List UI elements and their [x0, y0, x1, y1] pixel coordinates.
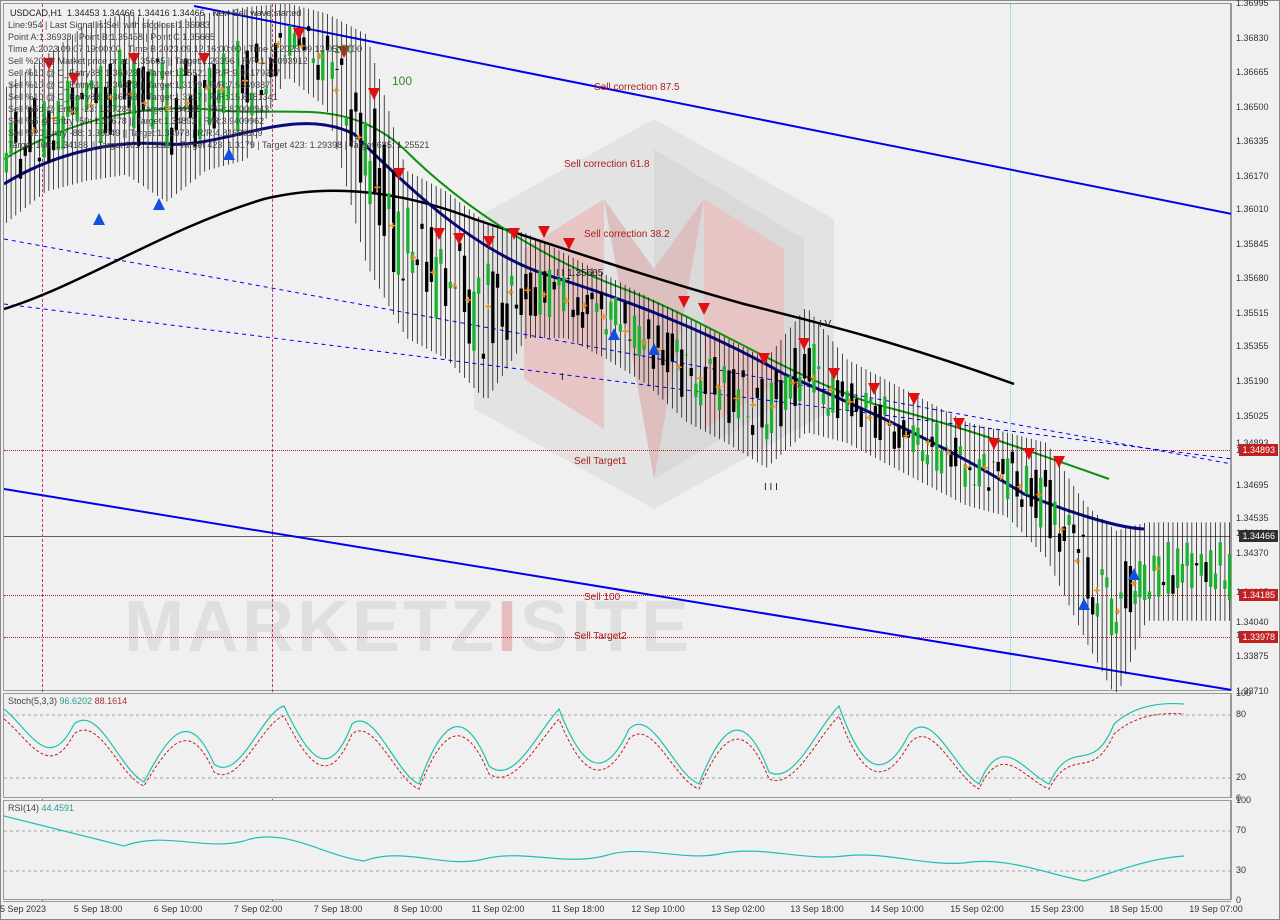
annotation-label: Sell correction 61.8 [564, 159, 650, 170]
y-tick: 1.36335 [1236, 136, 1269, 146]
annotation-label: 100 [392, 74, 412, 88]
price-tag: 1.34185 [1239, 589, 1278, 601]
y-tick: 1.36995 [1236, 0, 1269, 8]
annotation-label: I I I [764, 482, 778, 493]
annotation-label: S [794, 379, 800, 389]
x-tick: 7 Sep 02:00 [234, 904, 283, 914]
x-tick: 15 Sep 23:00 [1030, 904, 1084, 914]
symbol-header: USDCAD,H1 1.34453 1.34466 1.34416 1.3446… [10, 8, 301, 18]
y-tick: 1.35680 [1236, 273, 1269, 283]
y-tick: 1.33875 [1236, 651, 1269, 661]
y-tick: 1.36010 [1236, 204, 1269, 214]
info-line: Time A:2023.09.07 19:00:00 | Time B:2023… [8, 44, 362, 54]
annotation-label: Sell 100 [584, 592, 620, 603]
rsi-y-axis: 03070100 [1231, 800, 1279, 900]
wave-label: New Sell wave started [212, 8, 301, 18]
y-tick: 1.36665 [1236, 67, 1269, 77]
rsi-tick: 30 [1236, 865, 1246, 875]
x-tick: 7 Sep 18:00 [314, 904, 363, 914]
y-tick: 1.35025 [1236, 411, 1269, 421]
annotation-label: Sell Target1 [574, 456, 627, 467]
x-tick: 8 Sep 10:00 [394, 904, 443, 914]
info-line: Sell %10 @ C_Entry61: 1.36373 || Target:… [8, 80, 270, 90]
y-tick: 1.35355 [1236, 341, 1269, 351]
y-tick: 1.35190 [1236, 376, 1269, 386]
y-tick: 1.34370 [1236, 548, 1269, 558]
y-tick: 1.36170 [1236, 171, 1269, 181]
y-tick: 1.36830 [1236, 33, 1269, 43]
ohlc-values: 1.34453 1.34466 1.34416 1.34466 [67, 8, 205, 18]
y-tick: 1.35515 [1236, 308, 1269, 318]
rsi-svg [4, 801, 1232, 901]
x-tick: 13 Sep 18:00 [790, 904, 844, 914]
y-tick: 1.34695 [1236, 480, 1269, 490]
x-tick: 6 Sep 10:00 [154, 904, 203, 914]
info-line: Sell %20 Entry -88: 1.38049 || Target:1.… [8, 128, 263, 138]
x-tick: 15 Sep 02:00 [950, 904, 1004, 914]
rsi-panel[interactable]: RSI(14) 44.4591 [3, 800, 1231, 900]
annotation-label: 100 [334, 42, 354, 56]
y-tick: 1.35845 [1236, 239, 1269, 249]
info-line: Sell %5 @ Entry -50: 1.37678 || Target:1… [8, 116, 264, 126]
time-x-axis: 5 Sep 2023 5 Sep 18:00 6 Sep 10:00 7 Sep 02… [3, 901, 1231, 919]
annotation-label: Sell correction 38.2 [584, 229, 670, 240]
info-line: Line:954 | Last Signal is:Sell with stop… [8, 20, 210, 30]
annotation-label: Sell Target2 [574, 631, 627, 642]
annotation-label: I [561, 372, 564, 383]
rsi-tick: 100 [1236, 795, 1251, 805]
y-tick: 1.36500 [1236, 102, 1269, 112]
rsi-tick: 70 [1236, 825, 1246, 835]
x-tick: 14 Sep 10:00 [870, 904, 924, 914]
stoch-tick: 80 [1236, 709, 1246, 719]
price-y-axis: 1.36995 1.36830 1.36665 1.36500 1.36335 1.361… [1231, 3, 1279, 691]
x-tick: 12 Sep 10:00 [631, 904, 685, 914]
x-tick: 11 Sep 18:00 [552, 904, 605, 914]
annotation-label: I I 1.35665 [556, 268, 603, 279]
stoch-svg [4, 694, 1232, 799]
stoch-y-axis: 02080100 [1231, 693, 1279, 798]
info-line: Sell %20 @ Market price or at: 1.35665 |… [8, 56, 308, 66]
stochastic-panel[interactable]: Stoch(5,3,3) 96.6202 88.1614 [3, 693, 1231, 798]
info-line: Target 100: 1.34188 || Target 161: 1.332… [8, 140, 429, 150]
annotation-label: Sell correction 87.5 [594, 82, 680, 93]
price-tag: 1.33978 [1239, 631, 1278, 643]
price-tag: 1.34466 [1239, 530, 1278, 542]
price-tag: 1.34893 [1239, 444, 1278, 456]
x-tick: 19 Sep 07:00 [1189, 904, 1243, 914]
x-tick: 13 Sep 02:00 [711, 904, 765, 914]
stoch-tick: 100 [1236, 688, 1251, 698]
y-tick: 1.34040 [1236, 617, 1269, 627]
x-tick: 18 Sep 15:00 [1109, 904, 1163, 914]
info-line: Sell %10 @ C_Entry88: 1.36753 || Target:… [8, 92, 278, 102]
info-line: Sell %10 @ C_Entry38: 1.36023 || Target:… [8, 68, 280, 78]
x-tick: 5 Sep 2023 [0, 904, 46, 914]
stoch-tick: 20 [1236, 772, 1246, 782]
info-line: Sell %6d @ Entry -23: 1.37284 || Target:… [8, 104, 269, 114]
y-tick: 1.34535 [1236, 513, 1269, 523]
price-chart-panel[interactable]: MARKETZISITE USDCAD,H1 1.34453 1.34466 1… [3, 3, 1231, 691]
x-tick: 11 Sep 02:00 [472, 904, 525, 914]
info-line: Point A:1.36938 | Point B:1.35458 | Poin… [8, 32, 215, 42]
symbol-tf: USDCAD,H1 [10, 8, 62, 18]
x-tick: 5 Sep 18:00 [74, 904, 123, 914]
annotation-label: I V [819, 319, 831, 330]
